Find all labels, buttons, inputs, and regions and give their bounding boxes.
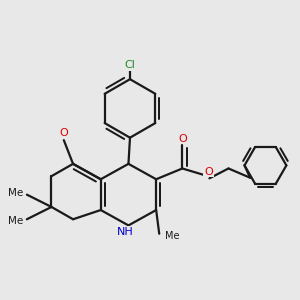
Text: Cl: Cl (124, 60, 135, 70)
Text: O: O (59, 128, 68, 138)
Text: Me: Me (165, 231, 179, 241)
Text: NH: NH (116, 227, 133, 237)
Text: Me: Me (8, 188, 23, 198)
Text: O: O (178, 134, 187, 144)
Text: O: O (204, 167, 213, 176)
Text: Me: Me (8, 216, 23, 226)
